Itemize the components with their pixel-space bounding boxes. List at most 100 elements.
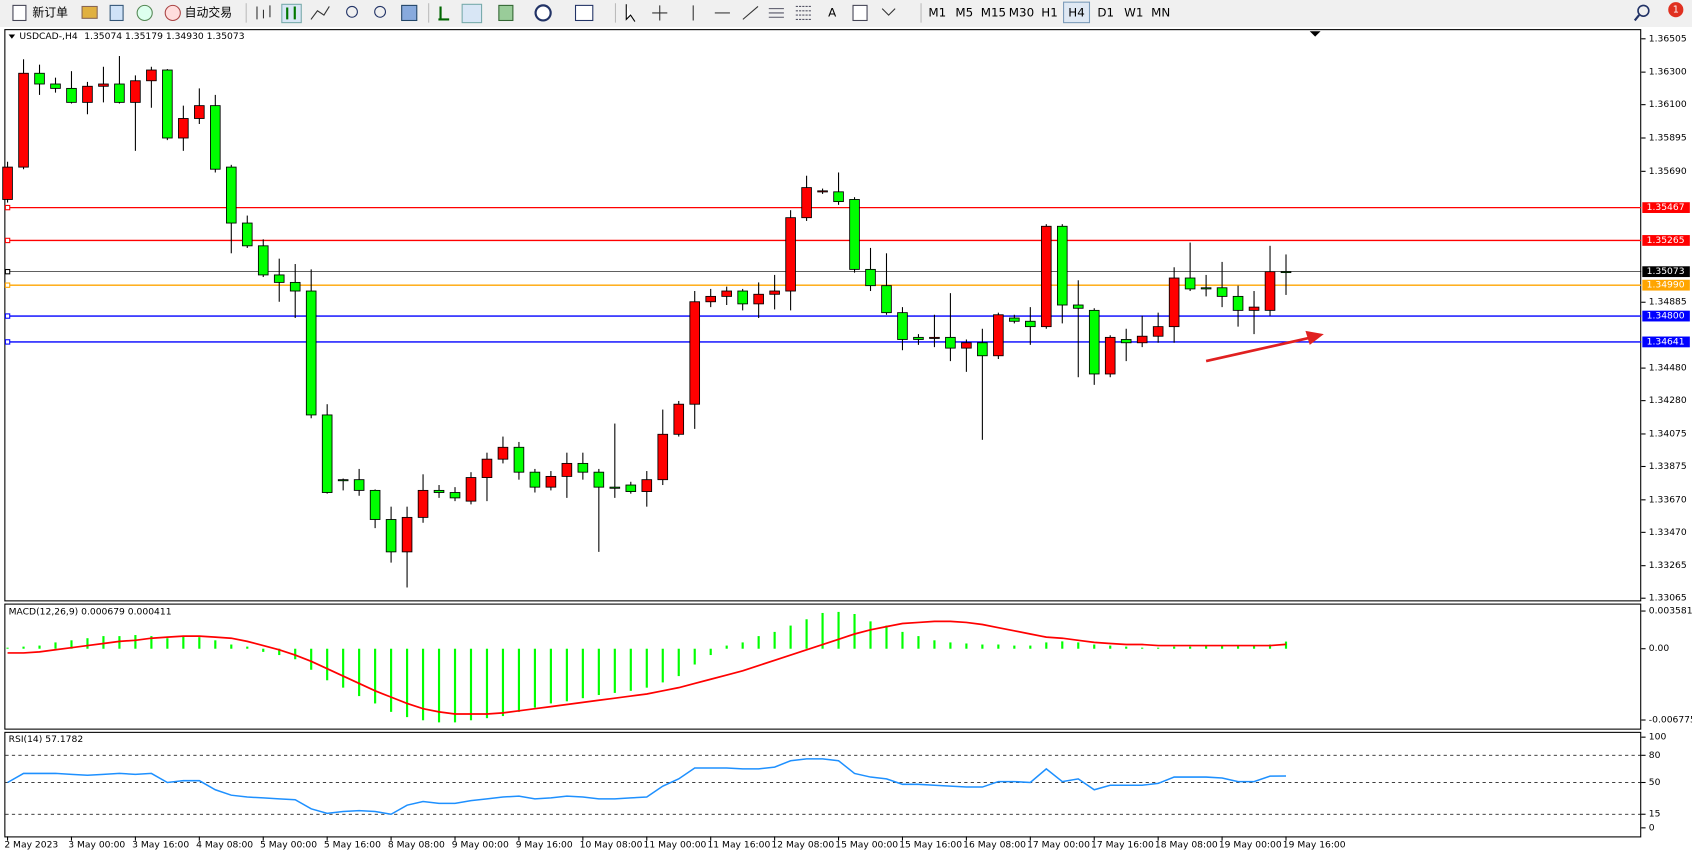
y-tick-label: 1.33265 — [1649, 560, 1687, 571]
timeframe-button[interactable]: D1 — [1097, 5, 1114, 19]
fibo-icon[interactable] — [795, 5, 811, 20]
indicators-icon[interactable] — [498, 4, 514, 22]
candle-body — [1184, 277, 1196, 290]
cursor-icon[interactable] — [625, 4, 636, 22]
histogram-bar — [1045, 642, 1048, 649]
y-tick-label: 0 — [1649, 822, 1655, 833]
timeframe-button[interactable]: H1 — [1041, 5, 1057, 19]
histogram-bar — [38, 645, 41, 649]
candle-body — [401, 516, 413, 553]
shift-icon[interactable] — [461, 3, 483, 24]
histogram-bar — [693, 648, 696, 665]
y-tick-label: 1.36505 — [1649, 33, 1687, 44]
histogram-bar — [645, 648, 648, 688]
y-tick-label: 1.34480 — [1649, 363, 1687, 374]
histogram-bar — [757, 636, 760, 649]
rsi-title: RSI(14) 57.1782 — [9, 734, 84, 745]
histogram-bar — [150, 636, 153, 649]
candle-body — [337, 479, 349, 482]
label-icon[interactable] — [852, 4, 868, 22]
timeframe-button[interactable]: M1 — [928, 5, 946, 19]
level-tag — [1642, 279, 1690, 291]
candle-body — [977, 342, 988, 357]
histogram-bar — [1157, 647, 1160, 649]
level-label: 1.35073 — [1647, 266, 1685, 277]
x-tick-label: 5 May 00:00 — [260, 839, 317, 850]
candle-chart-icon[interactable] — [281, 3, 302, 24]
candle-body — [353, 479, 365, 491]
histogram-bar — [837, 611, 840, 649]
y-tick-label: 1.33065 — [1649, 593, 1687, 604]
x-tick-label: 3 May 00:00 — [68, 839, 125, 850]
candle-body — [609, 486, 621, 489]
candle-body — [1200, 287, 1212, 290]
x-tick-label: 4 May 08:00 — [196, 839, 253, 850]
candle-body — [737, 290, 748, 305]
histogram-bar — [485, 648, 489, 719]
timeframe-button[interactable]: W1 — [1124, 5, 1143, 19]
crosshair-icon[interactable] — [652, 5, 668, 21]
search-icon[interactable] — [1637, 4, 1650, 17]
level-tag — [1642, 336, 1690, 348]
candle-body — [577, 462, 589, 473]
new-order-icon[interactable] — [12, 4, 27, 22]
histogram-bar — [1141, 647, 1144, 649]
level-handle — [4, 268, 11, 275]
zoom-out-icon[interactable] — [374, 5, 387, 18]
timeframe-button[interactable]: M15 — [981, 5, 1006, 19]
periods-icon[interactable] — [534, 4, 552, 22]
histogram-bar — [533, 648, 536, 708]
icon[interactable] — [136, 4, 153, 22]
histogram-bar — [437, 648, 441, 723]
auto-trading-button[interactable]: 自动交易 — [185, 5, 232, 19]
candle-body — [1136, 335, 1148, 344]
candle-body — [1232, 295, 1244, 311]
annotation-arrow — [1205, 336, 1313, 363]
histogram-bar — [933, 640, 936, 649]
timeframe-button[interactable]: M5 — [955, 5, 973, 19]
templates-icon[interactable] — [574, 4, 594, 22]
candle-body — [178, 118, 189, 139]
timeframe-button[interactable]: MN — [1151, 5, 1170, 19]
icon — [286, 6, 296, 20]
level-label: 1.34800 — [1647, 311, 1685, 322]
histogram-bar — [581, 648, 584, 699]
histogram-bar — [853, 614, 856, 649]
candle-body — [1041, 225, 1052, 328]
candle-body — [1152, 326, 1164, 337]
annotation-arrowhead — [1305, 330, 1324, 345]
notification-badge[interactable] — [1668, 2, 1684, 18]
candle-body — [497, 446, 509, 460]
histogram-bar — [597, 648, 600, 696]
line-chart-icon[interactable] — [310, 6, 330, 20]
y-tick-label: 1.34075 — [1649, 428, 1687, 439]
timeframe-button[interactable]: H4 — [1068, 5, 1084, 19]
main-panel — [4, 29, 1642, 602]
channel-icon[interactable] — [768, 8, 784, 18]
candle-body — [114, 83, 125, 103]
arrows-icon[interactable] — [881, 8, 896, 16]
candle-body — [82, 85, 93, 103]
histogram-bar — [134, 635, 137, 649]
candle-body — [769, 290, 780, 295]
candle-body — [753, 293, 764, 305]
candle-body — [146, 69, 157, 82]
timeframe-button[interactable]: M30 — [1009, 5, 1034, 19]
zoom-in-icon[interactable] — [346, 5, 358, 18]
scroll-icon[interactable] — [438, 6, 450, 21]
text-tool[interactable]: A — [828, 5, 837, 19]
active-timeframe — [1063, 1, 1091, 24]
candle-body — [433, 489, 445, 493]
icon[interactable] — [81, 5, 98, 19]
new-order-button[interactable]: 新订单 — [32, 5, 68, 19]
histogram-bar — [421, 648, 425, 721]
candle-body — [449, 492, 461, 499]
x-tick-label: 11 May 16:00 — [707, 839, 770, 850]
histogram-bar — [6, 647, 9, 649]
trendline-icon[interactable] — [742, 6, 759, 20]
auto-trading-icon[interactable] — [164, 4, 181, 22]
bar-chart-icon[interactable] — [256, 5, 271, 20]
tile-icon[interactable] — [401, 4, 418, 22]
icon[interactable] — [109, 4, 124, 22]
candle-body — [881, 285, 892, 314]
